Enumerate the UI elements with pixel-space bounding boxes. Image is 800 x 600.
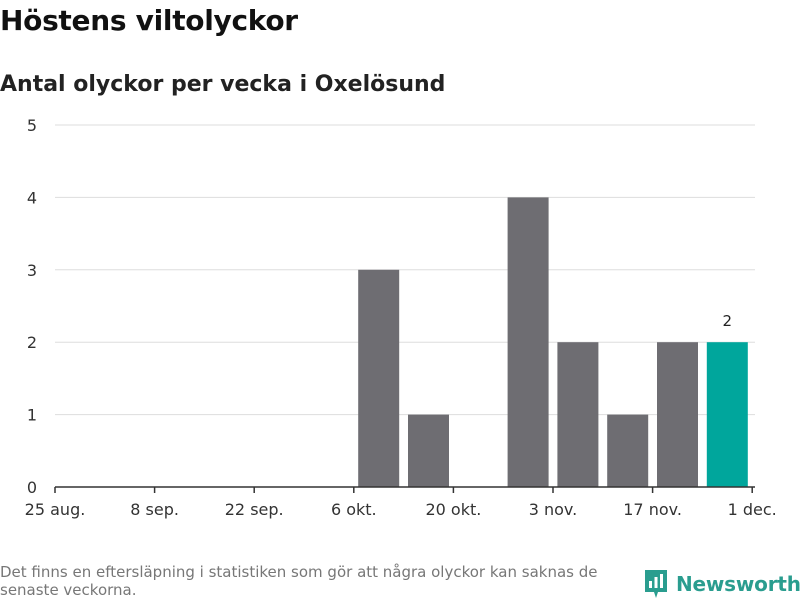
bar — [408, 414, 449, 487]
y-tick-label: 2 — [27, 333, 37, 352]
x-tick-label: 6 okt. — [331, 500, 377, 519]
chart-subtitle: Antal olyckor per vecka i Oxelösund — [0, 72, 446, 97]
newsworthy-logo-icon — [645, 570, 667, 598]
x-tick-label: 20 okt. — [425, 500, 481, 519]
x-tick-label: 25 aug. — [25, 500, 86, 519]
bar-chart: 0 1 2 3 4 5 2 25 aug. 8 sep. 22 sep. 6 okt. 20 okt.… — [25, 116, 777, 519]
bar — [507, 197, 549, 487]
y-tick-label: 1 — [27, 406, 37, 425]
brand-name: Newsworthy — [676, 572, 800, 596]
x-tick-label: 17 nov. — [623, 500, 682, 519]
x-tick-label: 8 sep. — [130, 500, 179, 519]
y-tick-label: 5 — [27, 116, 37, 135]
y-tick-label: 4 — [27, 188, 37, 207]
brand[interactable]: Newsworthy — [644, 568, 800, 600]
y-tick-label: 0 — [27, 478, 37, 497]
x-tick-label: 1 dec. — [728, 500, 777, 519]
bar — [607, 414, 649, 487]
bar — [358, 269, 400, 487]
bar — [657, 342, 698, 487]
bar-data-label: 2 — [723, 312, 733, 330]
highlighted-bar — [706, 342, 748, 487]
x-tick-label: 22 sep. — [225, 500, 284, 519]
chart-title: Höstens viltolyckor — [0, 4, 298, 37]
y-tick-label: 3 — [27, 261, 37, 280]
footnote: Det finns en eftersläpning i statistiken… — [0, 563, 598, 599]
x-tick-label: 3 nov. — [529, 500, 578, 519]
bar — [557, 342, 599, 487]
